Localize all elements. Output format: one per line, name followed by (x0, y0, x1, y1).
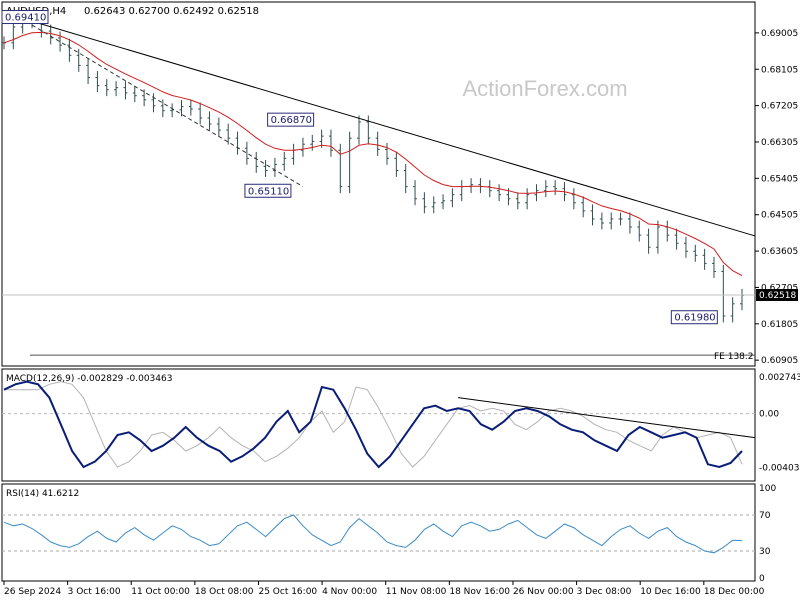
time-tick-label: 10 Dec 16:00 (640, 587, 701, 597)
price-series: 0.69410 0.66870 0.65110 0.61980 (1, 10, 756, 356)
rsi-label: RSI(14) 41.6212 (6, 489, 79, 499)
time-tick-label: 11 Oct 00:00 (131, 587, 190, 597)
last-price-box (756, 288, 798, 301)
macd-tick-label: 0.00 (759, 410, 779, 420)
rsi-panel (1, 483, 756, 582)
dashed-trend-line (31, 24, 304, 188)
time-tick-label: 26 Sep 2024 (4, 587, 61, 597)
moving-average-line (3, 31, 743, 277)
time-tick-label: 18 Dec 00:00 (704, 587, 765, 597)
price-label-box (267, 112, 315, 127)
ohlc-label: 0.62643 0.62700 0.62492 0.62518 (84, 6, 259, 17)
time-tick-label: 11 Nov 08:00 (386, 587, 447, 597)
macd-line (3, 380, 743, 469)
price-label-box (1, 10, 49, 25)
macd-signal-line (4, 381, 743, 468)
axis-labels: 0.69905 0.69005 0.68105 0.67205 0.66305 0.654… (3, 0, 800, 597)
price-label: 0.61980 (674, 313, 715, 324)
macd-tick-label: -0.004037 (759, 463, 800, 473)
fe-label: FE 138.2 (714, 352, 754, 362)
time-tick-label: 3 Dec 08:00 (577, 587, 632, 597)
time-tick-label: 3 Oct 16:00 (68, 587, 121, 597)
price-tick-label: 0.65405 (761, 174, 798, 184)
rsi-tick-label: 100 (759, 484, 776, 494)
rsi-tick-label: 0 (759, 574, 765, 584)
macd-series (2, 380, 756, 469)
rsi-line (3, 514, 743, 554)
price-tick-label: 0.69005 (761, 29, 798, 39)
price-tick-label: 0.62705 (761, 283, 798, 293)
price-tick-label: 0.64505 (761, 211, 798, 221)
price-tick-label: 0.69905 (761, 0, 798, 3)
last-price-label: 0.62518 (759, 291, 796, 301)
trend-line (3, 12, 756, 237)
time-tick-label: 4 Nov 00:00 (322, 587, 377, 597)
price-tick-label: 0.63605 (761, 247, 798, 257)
macd-divergence-line (458, 397, 756, 439)
price-label-box (670, 310, 718, 325)
price-label: 0.65110 (248, 186, 289, 197)
time-tick-label: 25 Oct 16:00 (258, 587, 317, 597)
price-tick-label: 0.61805 (761, 320, 798, 330)
price-label: 0.69410 (5, 13, 46, 24)
time-tick-label: 18 Nov 16:00 (449, 587, 510, 597)
price-tick-label: 0.66305 (761, 138, 798, 148)
price-tick-label: 0.67205 (761, 102, 798, 112)
watermark: ActionForex.com (462, 76, 627, 101)
price-tick-label: 0.60905 (761, 356, 798, 366)
time-tick-label: 18 Oct 08:00 (195, 587, 254, 597)
price-panel (1, 1, 756, 367)
price-label-box (244, 183, 292, 198)
macd-tick-label: 0.002743 (759, 373, 800, 383)
price-label: 0.66870 (271, 115, 312, 126)
rsi-series (2, 514, 755, 554)
macd-label: MACD(12,26,9) -0.002829 -0.003463 (6, 374, 172, 384)
time-tick-label: 26 Nov 00:00 (513, 587, 574, 597)
rsi-tick-label: 70 (759, 511, 771, 521)
rsi-tick-label: 30 (759, 547, 771, 557)
price-tick-label: 0.68105 (761, 65, 798, 75)
